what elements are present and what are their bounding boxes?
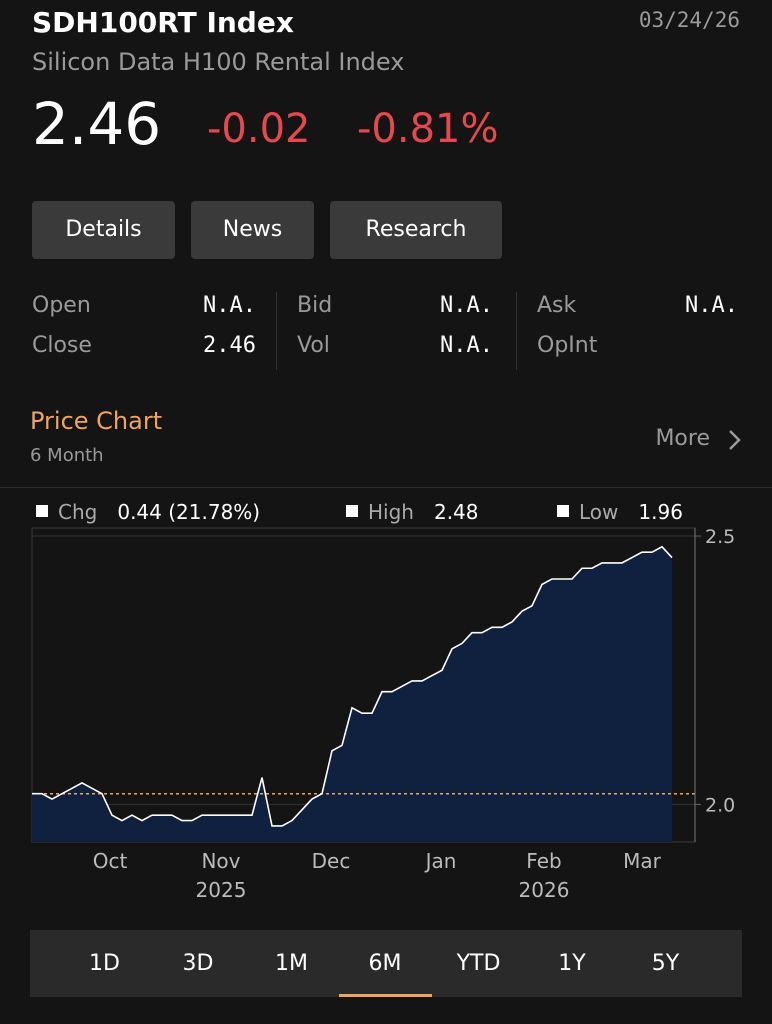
range-tab[interactable]: YTD — [456, 951, 501, 976]
research-button[interactable]: Research — [330, 201, 502, 259]
x-year-label: 2026 — [519, 878, 570, 902]
legend-name: Low — [579, 500, 618, 524]
stat-label: Ask — [537, 293, 577, 318]
range-tab[interactable]: 1Y — [558, 951, 586, 976]
stat-label: Close — [32, 333, 92, 358]
chart: 2.5 2.0 Oct Nov Dec Jan Feb Mar 2025 2026 Chg 0.44 … — [31, 500, 735, 902]
divider — [276, 292, 277, 370]
x-tick-label: Feb — [526, 849, 561, 873]
date: 03/24/26 — [638, 8, 740, 32]
x-tick-label: Oct — [93, 849, 128, 873]
price: 2.46 — [32, 90, 162, 158]
x-tick-label: Mar — [623, 849, 662, 873]
stat-label: Bid — [297, 293, 333, 318]
section-subtitle: 6 Month — [30, 445, 104, 466]
line — [32, 545, 673, 827]
stat-value: N.A. — [685, 293, 738, 318]
x-tick-label: Jan — [424, 849, 457, 873]
y-tick-label: 2.5 — [705, 526, 735, 548]
section-title: Price Chart — [30, 407, 163, 435]
x-tick-label: Dec — [312, 849, 351, 873]
separator — [0, 487, 772, 488]
chevron-icon[interactable] — [726, 428, 744, 452]
more-link[interactable]: More — [655, 426, 710, 451]
x-year-label: 2025 — [196, 878, 247, 902]
range-tab[interactable]: 6M — [338, 930, 432, 997]
legend-swatch — [36, 505, 48, 517]
area — [32, 546, 672, 842]
change-pct: -0.81% — [357, 106, 499, 152]
range-tab[interactable]: 3D — [182, 951, 214, 976]
stat-value: N.A. — [203, 293, 256, 318]
legend-value: 2.48 — [434, 500, 479, 524]
legend-name: Chg — [58, 500, 97, 524]
x-tick-label: Nov — [201, 849, 240, 873]
legend-value: 0.44 (21.78%) — [117, 500, 260, 524]
legend-swatch — [557, 505, 569, 517]
range-bar — [30, 930, 742, 997]
subtitle: Silicon Data H100 Rental Index — [32, 48, 405, 76]
range-tab[interactable]: 1D — [89, 951, 120, 976]
y-tick-label: 2.0 — [705, 794, 735, 816]
change: -0.02 — [207, 106, 311, 152]
title: SDH100RT Index — [32, 6, 294, 39]
legend-name: High — [368, 500, 414, 524]
range-tab[interactable]: 5Y — [651, 951, 680, 976]
news-button[interactable]: News — [191, 201, 314, 259]
range-tab[interactable]: 1M — [275, 951, 308, 976]
divider — [516, 292, 517, 370]
stat-label: OpInt — [537, 333, 598, 358]
legend-swatch — [346, 505, 358, 517]
stat-label: Vol — [297, 333, 330, 358]
stat-label: Open — [32, 293, 91, 318]
stat-value: N.A. — [440, 293, 493, 318]
details-button[interactable]: Details — [32, 201, 175, 259]
stat-value: N.A. — [440, 333, 493, 358]
stat-value: 2.46 — [203, 333, 256, 358]
legend-value: 1.96 — [638, 500, 683, 524]
